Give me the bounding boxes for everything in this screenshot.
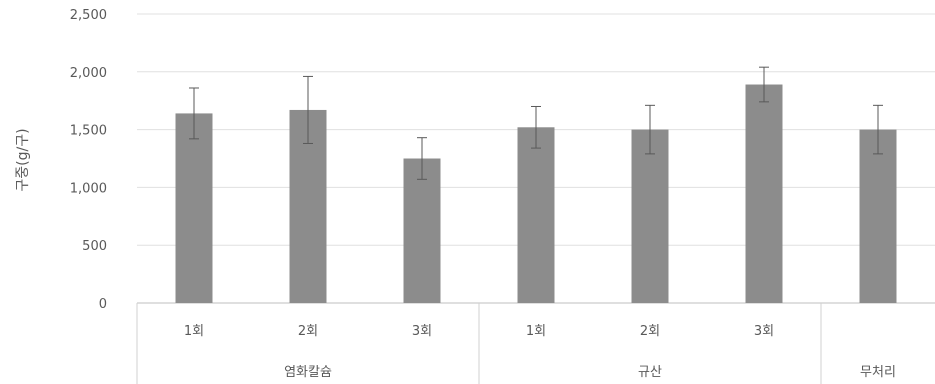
- y-axis-label: 구중(g/구): [15, 128, 31, 191]
- x-group-label: 규산: [638, 365, 662, 380]
- y-tick-label: 2,500: [70, 8, 107, 23]
- x-tick-label: 3회: [754, 324, 774, 339]
- y-tick-label: 2,000: [70, 66, 107, 81]
- bars: [175, 66, 897, 304]
- y-tick-label: 1,500: [70, 124, 107, 139]
- bar: [403, 158, 441, 303]
- y-tick-label: 500: [82, 239, 107, 254]
- bar: [745, 84, 783, 304]
- x-tick-label: 2회: [298, 324, 318, 339]
- bar: [631, 129, 669, 303]
- bar: [517, 127, 555, 304]
- x-group-label: 무처리: [860, 365, 896, 380]
- y-axis: 0 500 1,000 1,500 2,000 2,500: [70, 8, 107, 312]
- x-tick-label: 2회: [640, 324, 660, 339]
- y-tick-label: 1,000: [70, 181, 107, 196]
- y-tick-label: 0: [99, 297, 107, 312]
- x-group-label: 염화칼슘: [284, 365, 332, 380]
- x-tick-label: 1회: [526, 324, 546, 339]
- bar: [175, 113, 213, 303]
- x-tick-label: 1회: [184, 324, 204, 339]
- bar: [859, 129, 897, 303]
- x-tick-label: 3회: [412, 324, 432, 339]
